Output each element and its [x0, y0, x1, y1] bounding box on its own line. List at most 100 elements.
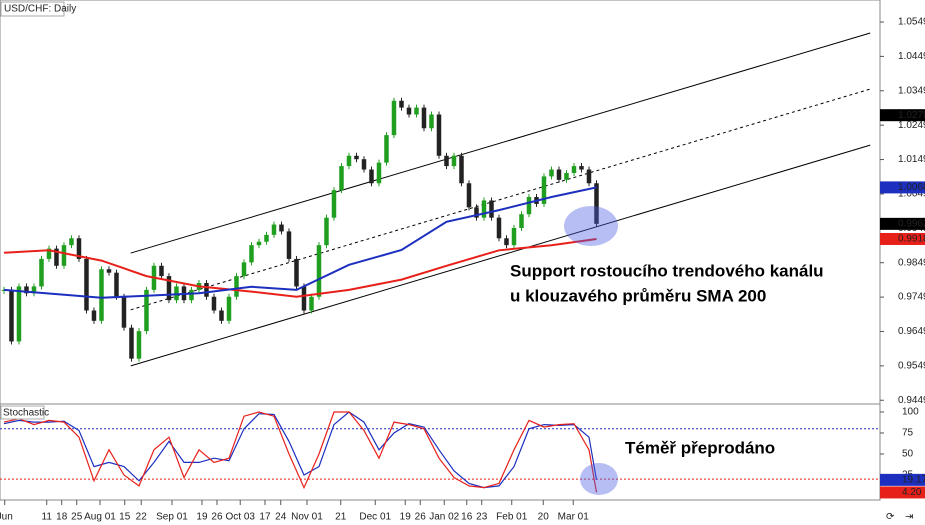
price-label: 1.0068 — [898, 182, 925, 193]
candle — [466, 183, 472, 208]
price-label: 0.9918 — [898, 234, 925, 245]
candle — [219, 310, 224, 321]
x-tick-label: Oct 03 — [225, 512, 255, 523]
candle — [384, 135, 389, 163]
annotation: Support rostoucího trendového kanálu — [510, 261, 824, 280]
candle — [226, 296, 232, 321]
candle — [579, 166, 584, 170]
x-tick-label: Jun — [0, 512, 13, 523]
stoch-value-label: 4.20 — [902, 487, 922, 498]
y-tick-label: 1.0449 — [898, 51, 925, 62]
x-tick-label: Jan 02 — [429, 512, 459, 523]
x-tick-label: 16 — [461, 512, 473, 523]
x-tick-label: 25 — [71, 512, 83, 523]
candle — [309, 296, 314, 311]
toolbar-icon[interactable]: ⇥ — [905, 512, 913, 523]
y-tick-label: 1.0249 — [898, 120, 925, 131]
candle — [511, 227, 517, 246]
stoch-value-box — [880, 486, 925, 499]
candle — [556, 169, 562, 180]
y-tick-label: 0.9449 — [898, 395, 925, 406]
candle — [54, 248, 59, 266]
candle — [91, 310, 97, 321]
candle — [121, 296, 127, 328]
candle — [241, 262, 247, 277]
candle — [294, 258, 299, 287]
candle — [391, 100, 397, 136]
candle — [541, 176, 547, 204]
channel-line — [130, 32, 871, 254]
candle — [136, 331, 142, 359]
candle — [474, 207, 479, 218]
candle — [24, 286, 29, 294]
annotation: Téměř přeprodáno — [625, 438, 775, 457]
candle — [481, 200, 487, 218]
candle — [429, 114, 434, 129]
candle — [504, 238, 509, 246]
candle — [376, 162, 382, 184]
candle — [519, 214, 524, 228]
candle — [264, 234, 269, 242]
candle — [166, 276, 172, 301]
candle — [586, 169, 592, 184]
y-tick-label: 1.0049 — [898, 189, 925, 200]
price-label-box — [880, 181, 925, 194]
candle — [421, 107, 427, 129]
price-label-box — [880, 232, 925, 245]
candle — [279, 224, 284, 232]
candle — [526, 197, 532, 215]
toolbar-icon[interactable]: ⟳ — [886, 512, 895, 523]
candle — [324, 217, 329, 246]
panel-title: Stochastic — [3, 408, 49, 419]
candle — [549, 169, 554, 177]
candle — [571, 166, 577, 173]
x-tick-label: 26 — [211, 512, 223, 523]
x-tick-label: Aug 01 — [84, 512, 116, 523]
plot-frame — [0, 0, 881, 501]
x-tick-label: Dec 01 — [359, 512, 391, 523]
x-tick-label: 21 — [335, 512, 347, 523]
y-tick-label: 0.9849 — [898, 257, 925, 268]
y-tick-label: 0.9749 — [898, 292, 925, 303]
channel-line — [130, 144, 871, 367]
candle — [99, 269, 104, 321]
candle — [489, 200, 494, 218]
candle — [414, 107, 419, 115]
candle — [129, 327, 134, 359]
candle — [76, 238, 82, 259]
x-tick-label: 18 — [56, 512, 68, 523]
chart-title: USD/CHF: Daily — [4, 4, 76, 15]
x-tick-label: 19 — [400, 512, 412, 523]
candle — [399, 100, 404, 108]
y-tick-label: 100 — [902, 407, 919, 418]
price-label: 0.9962 — [898, 218, 925, 229]
x-tick-label: Nov 01 — [291, 512, 323, 523]
x-tick-label: 20 — [538, 512, 550, 523]
x-tick-label: 11 — [42, 512, 53, 523]
highlight-circle — [564, 206, 618, 246]
candle — [444, 155, 449, 167]
moving-average — [3, 186, 597, 299]
candle — [361, 159, 367, 170]
candle — [339, 166, 344, 191]
candle — [406, 107, 412, 115]
price-label: 1.0278 — [898, 110, 925, 121]
x-tick-label: 15 — [119, 512, 131, 523]
y-tick-label: 50 — [902, 449, 914, 460]
y-tick-label: 1.0349 — [898, 85, 925, 96]
candle — [69, 238, 74, 246]
candle — [189, 289, 194, 301]
y-tick-label: 0.9649 — [898, 326, 925, 337]
price-label-box — [880, 217, 925, 230]
x-tick-label: 23 — [476, 512, 488, 523]
highlight-circle — [580, 463, 618, 495]
panel-title-box — [0, 405, 45, 420]
x-tick-label: Sep 01 — [156, 512, 188, 523]
stochastic-line — [3, 411, 598, 489]
candle — [496, 217, 502, 239]
candle — [211, 296, 217, 311]
candle — [16, 286, 22, 342]
candle — [459, 155, 464, 184]
y-tick-label: 75 — [902, 428, 914, 439]
